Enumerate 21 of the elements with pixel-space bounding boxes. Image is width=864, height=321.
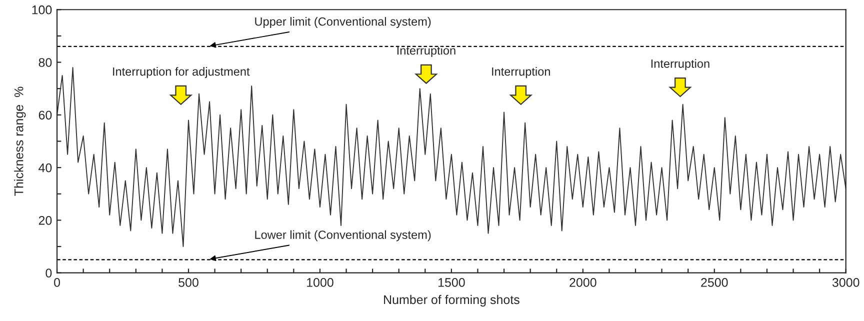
annotation: Interruption [397, 46, 456, 58]
x-tick-label: 500 [178, 278, 198, 287]
x-tick-label: 0 [54, 278, 60, 287]
x-tick-label: 1500 [438, 278, 465, 287]
y-tick-label: 20 [38, 216, 52, 225]
x-tick-label: 3000 [832, 278, 860, 287]
y-tick-label: 100 [32, 5, 52, 14]
annotation: Interruption [651, 59, 710, 70]
x-tick-label: 1000 [307, 278, 334, 287]
y-tick-label: 40 [38, 163, 52, 172]
y-tick-label: 60 [38, 110, 52, 120]
ref-line-label: Lower limit (Conventional system) [255, 230, 431, 242]
x-tick-label: 2500 [701, 278, 728, 287]
annotation: Interruption [492, 67, 550, 78]
x-axis-title: Number of forming shots [384, 294, 520, 307]
x-tick-label: 2000 [570, 278, 596, 287]
y-axis-title: Thickness range % [14, 86, 26, 196]
y-tick-label: 0 [46, 268, 52, 278]
y-tick-label: 80 [38, 58, 52, 67]
ref-line-label: Upper limit (Conventional system) [255, 17, 431, 28]
annotation: Interruption for adjustment [113, 67, 250, 78]
